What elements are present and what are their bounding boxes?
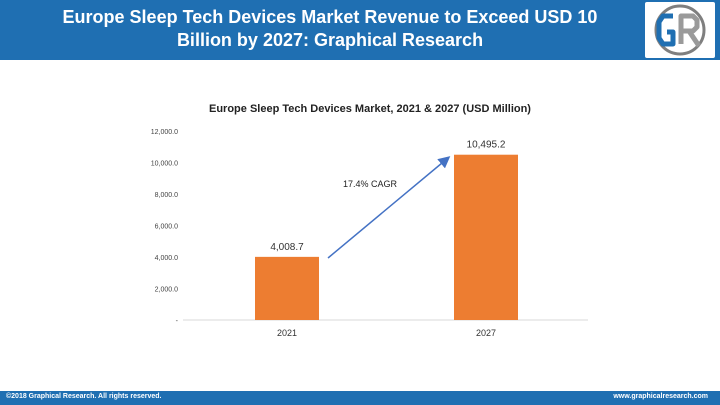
page-title: Europe Sleep Tech Devices Market Revenue… — [62, 7, 598, 50]
x-tick-label-2021: 2021 — [277, 328, 297, 338]
y-tick-label: 12,000.0 — [151, 129, 178, 136]
y-tick-label: 10,000.0 — [151, 161, 178, 168]
y-tick-label: 2,000.0 — [155, 287, 178, 294]
header-bar: Europe Sleep Tech Devices Market Revenue… — [0, 0, 720, 60]
cagr-annotation: 17.4% CAGR — [343, 179, 398, 189]
gr-logo-icon — [654, 4, 706, 56]
website-link[interactable]: www.graphicalresearch.com — [613, 393, 708, 400]
data-label-2021: 4,008.7 — [270, 242, 304, 253]
x-tick-label-2027: 2027 — [476, 328, 496, 338]
bar-2021 — [255, 256, 319, 320]
company-logo[interactable] — [645, 2, 715, 58]
y-tick-label: - — [176, 318, 179, 325]
cagr-arrow — [327, 156, 451, 259]
y-tick-label: 8,000.0 — [155, 192, 178, 199]
bar-chart: Europe Sleep Tech Devices Market, 2021 &… — [151, 103, 588, 338]
y-tick-label: 6,000.0 — [155, 224, 178, 231]
copyright-text: ©2018 Graphical Research. All rights res… — [6, 393, 162, 400]
data-label-2027: 10,495.2 — [467, 140, 506, 151]
chart-title: Europe Sleep Tech Devices Market, 2021 &… — [209, 103, 531, 115]
chart-container: Europe Sleep Tech Devices Market, 2021 &… — [0, 60, 720, 390]
bar-2027 — [454, 154, 518, 320]
footer-bar: ©2018 Graphical Research. All rights res… — [0, 391, 720, 405]
y-tick-label: 4,000.0 — [155, 255, 178, 262]
